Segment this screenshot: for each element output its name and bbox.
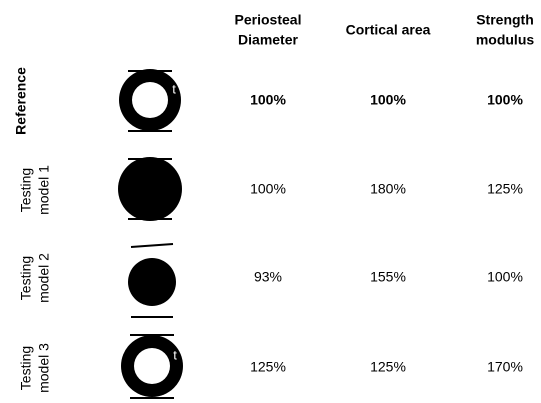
cell-value: 125% bbox=[250, 359, 286, 375]
row-label: model 3 bbox=[36, 343, 52, 393]
ring-hole bbox=[134, 348, 170, 384]
cell-value: 100% bbox=[487, 92, 523, 108]
thickness-label: t bbox=[172, 81, 176, 96]
cell-value: 100% bbox=[250, 181, 286, 197]
cell-value: 170% bbox=[487, 359, 523, 375]
row-label: Testing bbox=[18, 168, 34, 212]
cell-value: 180% bbox=[370, 181, 406, 197]
column-header: Strength bbox=[476, 12, 534, 28]
cell-value: 93% bbox=[254, 269, 282, 285]
cell-value: 125% bbox=[487, 181, 523, 197]
column-header: Diameter bbox=[238, 32, 298, 48]
row-label: model 2 bbox=[36, 253, 52, 303]
diagram: t t Periosteal Diameter Cortical area Stren… bbox=[0, 0, 541, 403]
row-label: model 1 bbox=[36, 165, 52, 215]
column-header: Periosteal bbox=[235, 12, 302, 28]
cell-value: 155% bbox=[370, 269, 406, 285]
row-label: Testing bbox=[18, 346, 34, 390]
cell-value: 125% bbox=[370, 359, 406, 375]
row-label: Testing bbox=[18, 256, 34, 300]
thickness-label: t bbox=[173, 347, 177, 362]
column-header: modulus bbox=[476, 32, 535, 48]
disc bbox=[128, 258, 176, 306]
row-label: Reference bbox=[13, 67, 29, 135]
column-header: Cortical area bbox=[346, 22, 431, 38]
cell-value: 100% bbox=[370, 92, 406, 108]
cell-value: 100% bbox=[250, 92, 286, 108]
cell-value: 100% bbox=[487, 269, 523, 285]
ring-hole bbox=[132, 82, 168, 118]
bar bbox=[131, 244, 173, 247]
disc bbox=[118, 157, 182, 221]
